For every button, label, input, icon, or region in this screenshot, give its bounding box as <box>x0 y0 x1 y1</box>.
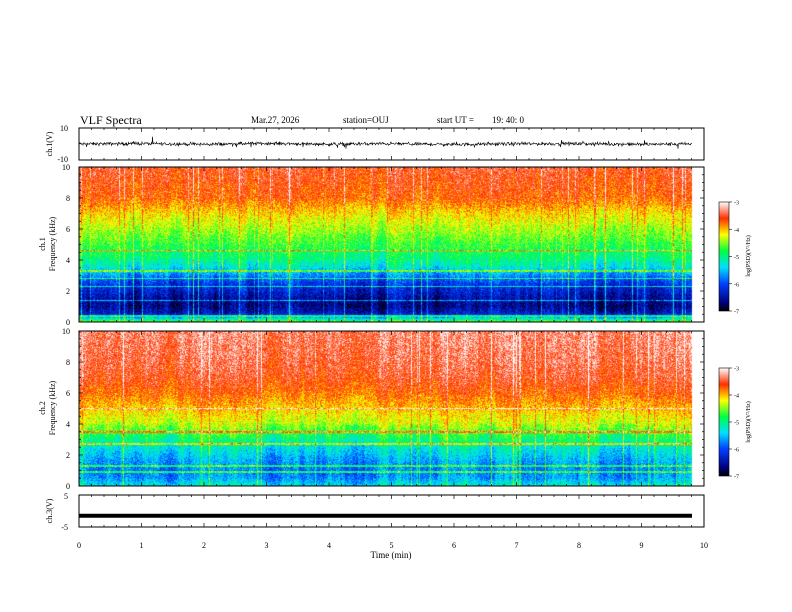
station-label: station=OUJ <box>343 115 389 125</box>
ch2-spectrogram-image <box>79 331 704 486</box>
colorbar-tick-label: -4 <box>734 394 739 400</box>
ch2-freq-tick-labels: 0 2 4 6 8 10 <box>62 327 70 491</box>
ch1-freq-tick-labels: 0 2 4 6 8 10 <box>62 163 70 327</box>
time-tick-label: 9 <box>640 541 644 550</box>
time-tick-labels: 0 1 2 3 4 5 6 7 8 9 10 <box>77 541 708 550</box>
ch1-ylabel: ch.1(V) <box>45 131 54 156</box>
ch3-waveform-frame <box>78 494 705 528</box>
chart-title: VLF Spectra <box>80 113 142 127</box>
ch1-waveform-line <box>78 136 693 149</box>
colorbar-tick-label: -3 <box>734 367 739 373</box>
ch3-ytick-bottom: -5 <box>61 523 68 532</box>
time-tick-label: 3 <box>265 541 269 550</box>
colorbar-tick-label: -4 <box>734 228 739 234</box>
time-axis-label: Time (min) <box>371 550 412 560</box>
freq-tick-label: 8 <box>66 194 70 203</box>
ch1-freq-label: Frequency (kHz) <box>48 216 57 271</box>
time-tick-label: 8 <box>577 541 581 550</box>
freq-tick-label: 4 <box>66 420 70 429</box>
time-tick-label: 1 <box>140 541 144 550</box>
ch1-waveform-ticks <box>78 128 705 160</box>
freq-tick-label: 4 <box>66 256 70 265</box>
panel-ch1-waveform: 10 -10 ch.1(V) <box>45 124 705 164</box>
freq-tick-label: 2 <box>66 287 70 296</box>
ch1-channel-label: ch.1 <box>38 237 47 251</box>
colorbar-tick-label: -6 <box>734 448 739 454</box>
colorbar-tick-label: -3 <box>734 201 739 207</box>
start-ut-label: start UT = <box>437 115 474 125</box>
freq-tick-label: 0 <box>66 482 70 491</box>
ch1-spectrogram-ticks <box>78 166 705 323</box>
colorbar-tick-label: -7 <box>734 475 739 481</box>
ch3-ylabel: ch.3(V) <box>45 498 54 523</box>
time-tick-label: 5 <box>390 541 394 550</box>
colorbar-tick-label: -6 <box>734 282 739 288</box>
time-tick-label: 4 <box>327 541 331 550</box>
colorbar-tick-label: -7 <box>734 310 739 316</box>
freq-tick-label: 8 <box>66 358 70 367</box>
freq-tick-label: 2 <box>66 451 70 460</box>
colorbar-tick-label: -5 <box>734 421 739 427</box>
ch3-ytick-top: 5 <box>64 492 68 501</box>
ch3-waveform-ticks <box>78 495 705 527</box>
ch1-colorbar-label: log(PSD)(V²/Hz) <box>745 235 752 276</box>
start-ut-value: 19: 40: 0 <box>492 115 525 125</box>
ch1-ytick-bottom: -10 <box>57 155 68 164</box>
time-tick-label: 2 <box>202 541 206 550</box>
ch2-colorbar <box>718 367 730 477</box>
date-label: Mar.27, 2026 <box>251 115 300 125</box>
panel-ch3-waveform: 5 -5 ch.3(V) 0 1 2 3 4 5 6 7 8 9 10 Time (min) <box>45 492 708 560</box>
freq-tick-label: 10 <box>62 327 70 336</box>
freq-tick-label: 10 <box>62 163 70 172</box>
ch1-colorbar-ticks: -3 -4 -5 -6 -7 <box>729 201 739 316</box>
ch2-spectrogram-ticks <box>78 330 705 487</box>
time-tick-label: 10 <box>700 541 708 550</box>
time-tick-label: 7 <box>515 541 519 550</box>
freq-tick-label: 6 <box>66 389 70 398</box>
ch1-spectrogram-image <box>79 167 704 322</box>
time-tick-label: 6 <box>452 541 456 550</box>
colorbar-tick-label: -5 <box>734 255 739 261</box>
ch2-colorbar-ticks: -3 -4 -5 -6 -7 <box>729 367 739 481</box>
time-tick-label: 0 <box>77 541 81 550</box>
ch1-waveform-trace <box>78 136 693 149</box>
freq-tick-label: 0 <box>66 318 70 327</box>
ch2-colorbar-label: log(PSD)(V²/Hz) <box>745 401 752 442</box>
ch1-ytick-top: 10 <box>60 124 68 133</box>
freq-tick-label: 6 <box>66 225 70 234</box>
ch2-freq-label: Frequency (kHz) <box>48 380 57 435</box>
ch2-channel-label: ch.2 <box>38 401 47 415</box>
ch1-colorbar <box>718 201 730 312</box>
